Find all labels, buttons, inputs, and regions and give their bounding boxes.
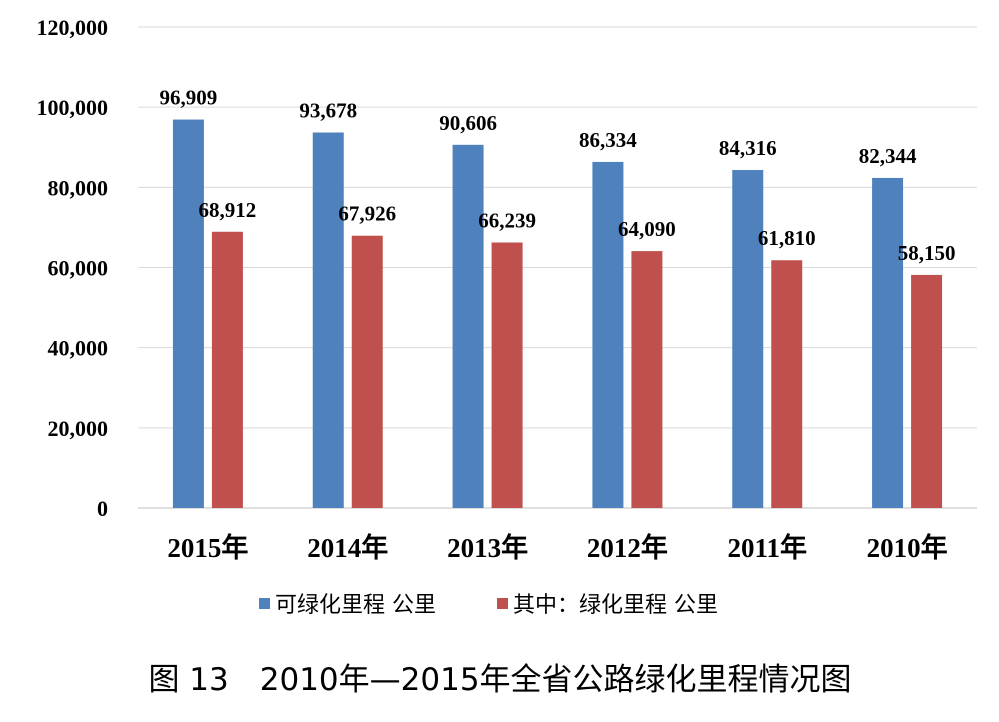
x-tick-label: 2011年 xyxy=(727,532,807,563)
bar-greenable-5 xyxy=(872,177,904,508)
legend-label-1: 其中：绿化里程 公里 xyxy=(513,593,718,618)
legend-swatch-1 xyxy=(497,598,508,609)
legend: 可绿化里程 公里 其中：绿化里程 公里 xyxy=(259,593,718,618)
bar-greenable-3 xyxy=(592,161,624,508)
data-label: 96,909 xyxy=(160,86,218,110)
bar-greenable-1 xyxy=(312,132,344,508)
y-tick-label: 60,000 xyxy=(48,256,109,281)
data-label: 58,150 xyxy=(898,241,956,265)
data-label: 67,926 xyxy=(338,202,396,226)
y-tick-label: 40,000 xyxy=(48,336,109,361)
data-label: 86,334 xyxy=(579,128,637,152)
y-axis-tick-labels: 0 20,000 40,000 60,000 80,000 100,000 120,000 xyxy=(37,15,109,521)
bar-greenable-2 xyxy=(452,144,484,508)
x-tick-label: 2010年 xyxy=(867,532,948,563)
bar-greenable-0 xyxy=(172,119,204,508)
y-tick-label: 80,000 xyxy=(48,175,109,200)
x-axis-tick-labels: 2015年 2014年 2013年 2012年 2011年 2010年 xyxy=(167,532,947,563)
data-label: 82,344 xyxy=(859,144,917,168)
data-label: 84,316 xyxy=(719,136,777,160)
x-tick-label: 2015年 xyxy=(167,532,248,563)
bar-greenable-4 xyxy=(732,170,764,508)
y-tick-label: 100,000 xyxy=(37,95,109,120)
y-tick-label: 120,000 xyxy=(37,15,109,40)
bars xyxy=(172,119,943,509)
bar-greened-5 xyxy=(911,274,943,508)
legend-label-0: 可绿化里程 公里 xyxy=(275,593,436,618)
grid-lines xyxy=(138,26,977,509)
bar-greened-2 xyxy=(491,242,523,508)
y-tick-label: 20,000 xyxy=(48,416,109,441)
legend-swatch-0 xyxy=(259,598,270,609)
x-tick-label: 2013年 xyxy=(447,532,528,563)
data-labels: 96,909 68,912 93,678 67,926 90,606 66,239 86,3… xyxy=(160,86,956,265)
data-label: 90,606 xyxy=(439,111,497,135)
data-label: 68,912 xyxy=(199,198,257,222)
y-tick-label: 0 xyxy=(97,496,108,521)
data-label: 64,090 xyxy=(618,217,676,241)
data-label: 66,239 xyxy=(478,208,536,232)
x-tick-label: 2012年 xyxy=(587,532,668,563)
data-label: 93,678 xyxy=(299,99,357,123)
bar-greened-4 xyxy=(771,260,803,508)
x-tick-label: 2014年 xyxy=(307,532,388,563)
data-label: 61,810 xyxy=(758,226,816,250)
bar-greened-3 xyxy=(631,251,663,509)
bar-greened-0 xyxy=(211,231,243,508)
chart-caption: 图 13 2010年—2015年全省公路绿化里程情况图 xyxy=(148,662,851,698)
bar-greened-1 xyxy=(351,235,383,508)
